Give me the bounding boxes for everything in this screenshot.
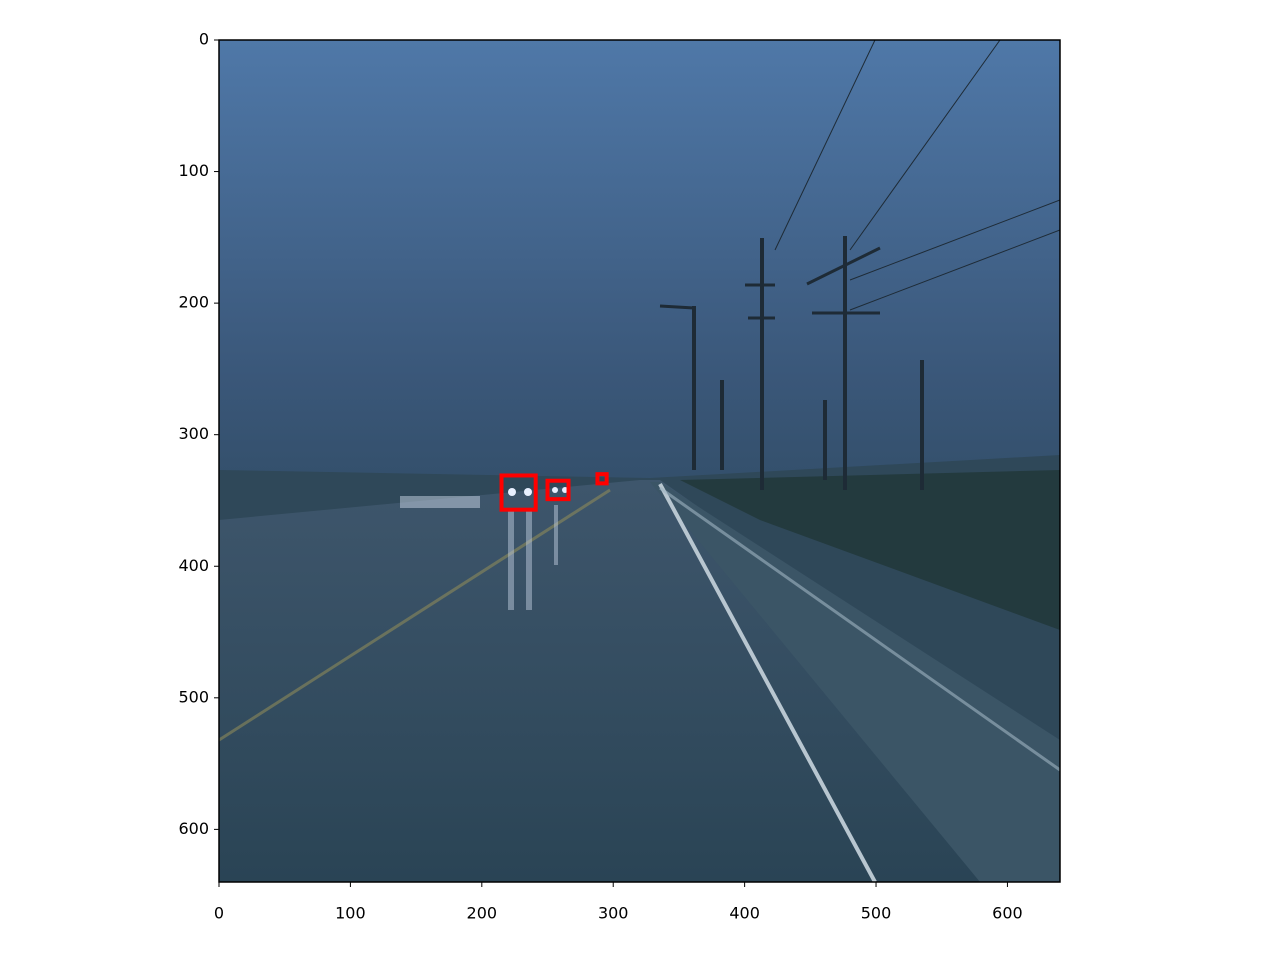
y-tick-label: 300 — [178, 424, 209, 443]
y-tick-label: 600 — [178, 819, 209, 838]
y-tick-label: 0 — [199, 30, 209, 49]
axes-frame — [218, 39, 1061, 883]
x-tick-label: 300 — [598, 904, 629, 923]
y-tick-label: 200 — [178, 293, 209, 312]
y-tick-label: 100 — [178, 161, 209, 180]
y-tick-label: 500 — [178, 687, 209, 706]
bounding-box — [595, 472, 609, 486]
x-tick-label: 400 — [729, 904, 760, 923]
x-tick-label: 0 — [214, 904, 224, 923]
photo — [219, 40, 1060, 882]
bounding-box — [545, 478, 571, 502]
y-tick-label: 400 — [178, 556, 209, 575]
x-tick-label: 100 — [335, 904, 366, 923]
x-tick-label: 600 — [992, 904, 1023, 923]
x-tick-label: 200 — [467, 904, 498, 923]
x-tick-label: 500 — [861, 904, 892, 923]
bounding-box — [499, 473, 538, 512]
